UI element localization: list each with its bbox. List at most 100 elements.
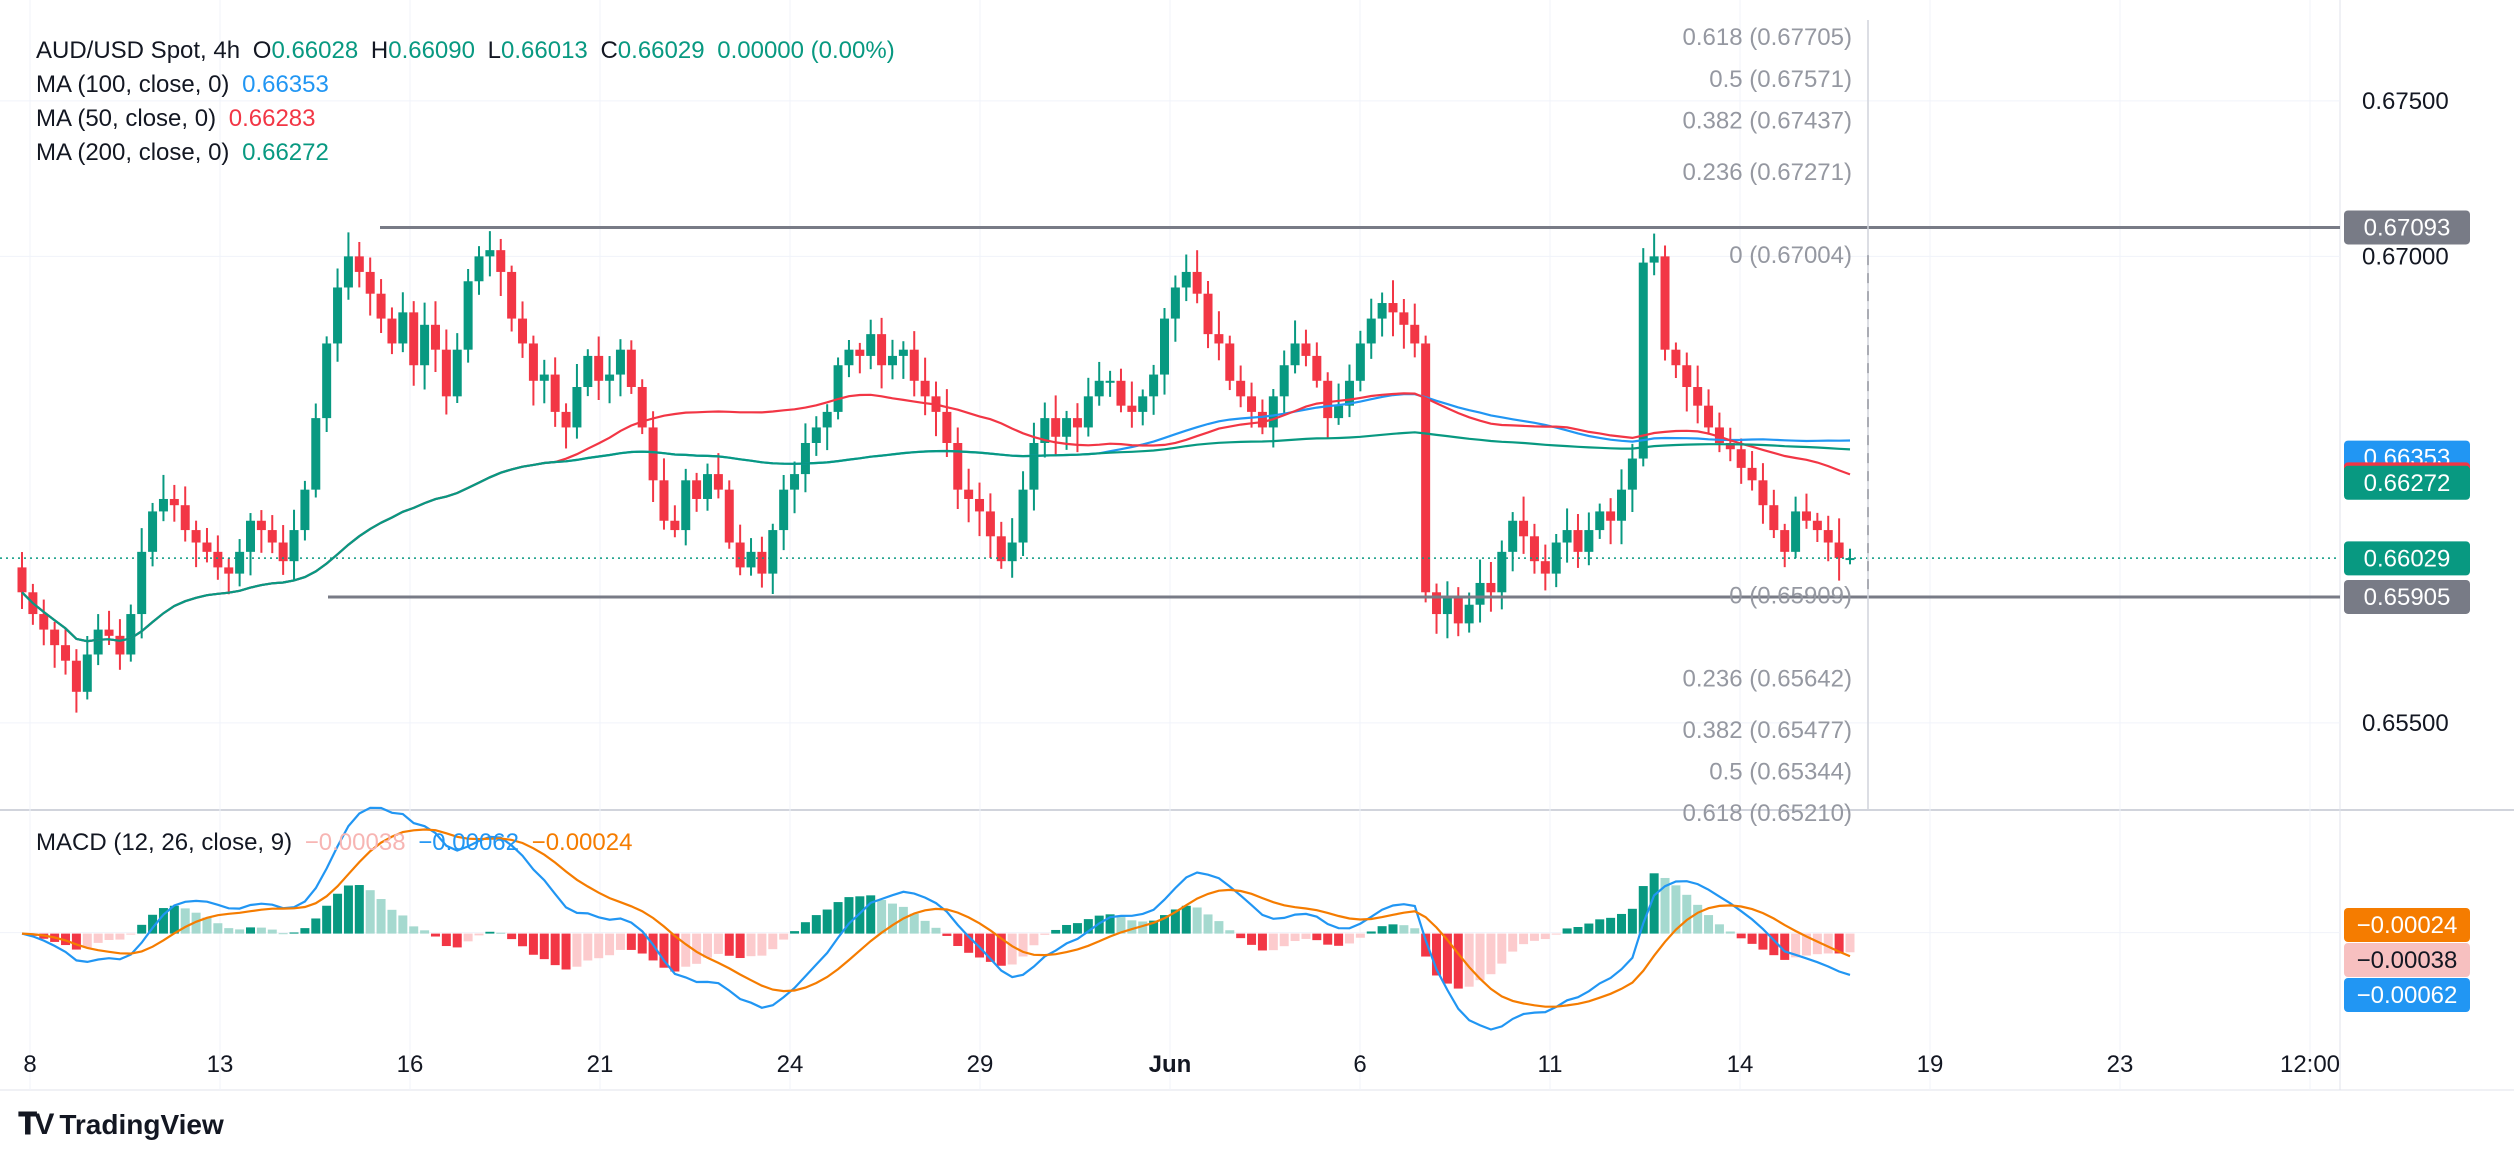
candle-body (964, 489, 974, 499)
candle-body (594, 355, 604, 381)
x-tick-label: 19 (1917, 1051, 1944, 1078)
macd-hist-bar (191, 912, 201, 934)
macd-hist-bar (724, 933, 734, 956)
candle-body (1660, 256, 1670, 350)
low-value: 0.66013 (501, 37, 588, 64)
macd-hist-bar (1714, 924, 1724, 934)
macd-hist-bar (822, 909, 832, 934)
y-tick-label: 0.65500 (2362, 710, 2449, 737)
candle-body (996, 536, 1006, 562)
candle-body (539, 374, 549, 381)
tradingview-logo[interactable]: 𝐓V TradingView (18, 1108, 224, 1142)
macd-hist-bar (365, 890, 375, 934)
macd-hist-bar (964, 933, 974, 953)
candle-body (441, 349, 451, 397)
macd-hist-bar (1791, 933, 1801, 958)
candle-body (1519, 520, 1529, 537)
candle-body (844, 349, 854, 366)
macd-hist-bar (1638, 886, 1648, 934)
candle-body (746, 551, 756, 568)
fib-level-label: 0 (0.67004) (1729, 242, 1852, 269)
price-label-text: 0.65905 (2364, 584, 2451, 611)
macd-hist-bar (409, 926, 419, 934)
candle-body (376, 293, 386, 319)
candle-body (1747, 467, 1757, 481)
candle-body (213, 551, 223, 568)
candle-body (1540, 561, 1550, 574)
macd-hist-bar (800, 922, 810, 934)
macd-hist-bar (996, 933, 1006, 966)
price-label-box (2344, 579, 2470, 614)
macd-hist-bar (1671, 885, 1681, 934)
candle-body (300, 489, 310, 531)
candle-body (452, 349, 462, 397)
candle-body (1094, 380, 1104, 397)
candle-body (518, 318, 528, 344)
macd-hist-bar (692, 933, 702, 964)
low-label: L (487, 37, 502, 64)
macd-hist-bar (1573, 927, 1583, 934)
macd-hist-bar (1410, 928, 1420, 934)
close-label: C (600, 37, 618, 64)
macd-hist-bar (953, 933, 963, 946)
candle-body (1638, 262, 1648, 459)
candle-body (800, 442, 810, 475)
ma200-value: 0.66272 (242, 139, 329, 166)
close-value: 0.66029 (617, 37, 705, 64)
macd-hist-bar (267, 929, 277, 934)
macd-hist-bar (1290, 933, 1300, 942)
candle-body (1007, 542, 1017, 562)
candle-body (1040, 418, 1050, 443)
candle-body (39, 614, 49, 630)
candle-body (1236, 380, 1246, 397)
candle-body (202, 542, 212, 552)
candle-body (333, 287, 343, 344)
macd-hist-bar (681, 933, 691, 967)
macd-hist-bar (909, 913, 919, 934)
candle-body (1812, 520, 1822, 531)
candle-body (1682, 365, 1692, 388)
macd-hist-bar (1475, 933, 1485, 981)
macd-hist-bar (975, 933, 985, 958)
candle-body (1442, 598, 1452, 615)
macd-hist-bar (300, 928, 310, 934)
macd-signal-line (21, 828, 1851, 1008)
candle-body (398, 312, 408, 344)
macd-hist-bar (746, 933, 756, 957)
macd-hist-bar (779, 933, 789, 940)
candle-body (387, 318, 397, 344)
macd-hist-bar (790, 931, 800, 934)
candle-body (1181, 271, 1191, 288)
candle-body (71, 660, 81, 692)
candle-body (1029, 442, 1039, 490)
candle-body (833, 365, 843, 412)
macd-hist-bar (93, 933, 103, 943)
candle-body (561, 411, 571, 428)
candle-body (681, 480, 691, 531)
macd-hist-bar (1562, 928, 1572, 934)
macd-hist-bar (1116, 917, 1126, 934)
macd-hist-bar (398, 915, 408, 934)
candle-body (1377, 303, 1387, 319)
candles-group (17, 231, 1855, 713)
macd-hist-bar (343, 885, 353, 934)
candle-body (1421, 343, 1431, 593)
macd-hist-bar (82, 933, 92, 948)
candle-body (866, 334, 876, 356)
candle-body (1758, 480, 1768, 506)
candle-body (550, 374, 560, 412)
candle-body (463, 281, 473, 350)
fib-level-label: 0 (0.65909) (1729, 583, 1852, 610)
macd-hist-bar (1464, 933, 1474, 987)
candle-body (137, 551, 147, 615)
macd-hist-bar (1540, 933, 1550, 940)
candle-body (670, 520, 680, 531)
candle-body (191, 530, 201, 543)
macd-hist-bar (670, 933, 680, 972)
macd-hist-bar (1551, 933, 1561, 935)
macd-hist-bar (1040, 933, 1050, 935)
candle-body (909, 349, 919, 381)
candle-body (246, 520, 255, 552)
candle-body (430, 324, 440, 350)
